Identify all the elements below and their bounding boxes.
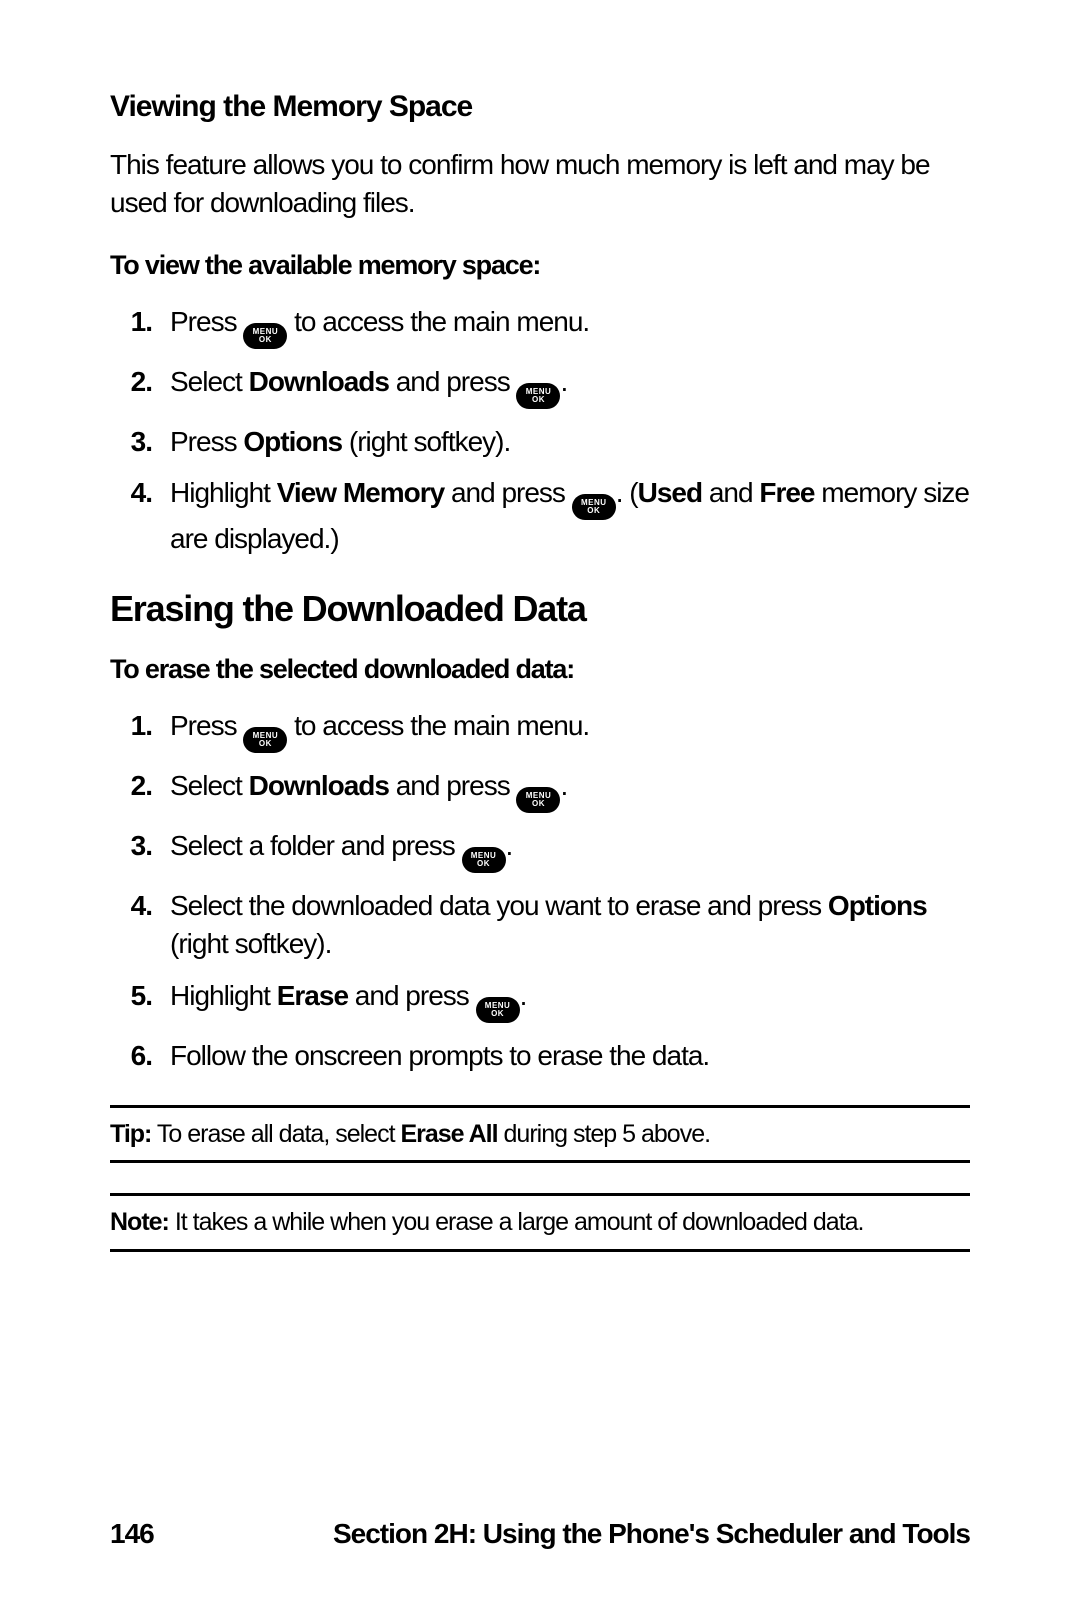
step-item: 5. Highlight Erase and press MENUOK. (110, 977, 970, 1023)
note-box: Note: It takes a while when you erase a … (110, 1193, 970, 1252)
step-text: Press MENUOK to access the main menu. (170, 303, 970, 349)
step-item: 2. Select Downloads and press MENUOK. (110, 363, 970, 409)
step-text: Press MENUOK to access the main menu. (170, 707, 970, 753)
step-text: Follow the onscreen prompts to erase the… (170, 1037, 970, 1075)
step-text: Select the downloaded data you want to e… (170, 887, 970, 963)
step-text: Select Downloads and press MENUOK. (170, 363, 970, 409)
step-number: 4. (110, 887, 170, 963)
menu-ok-icon: MENUOK (476, 997, 520, 1023)
step-text: Press Options (right softkey). (170, 423, 970, 461)
step-item: 2. Select Downloads and press MENUOK. (110, 767, 970, 813)
menu-ok-icon: MENUOK (572, 494, 616, 520)
steps-erase-data: 1. Press MENUOK to access the main menu.… (110, 707, 970, 1074)
steps-view-memory: 1. Press MENUOK to access the main menu.… (110, 303, 970, 559)
step-number: 1. (110, 303, 170, 349)
step-number: 5. (110, 977, 170, 1023)
step-number: 6. (110, 1037, 170, 1075)
section-title: Section 2H: Using the Phone's Scheduler … (333, 1518, 970, 1550)
step-number: 4. (110, 474, 170, 558)
step-item: 6. Follow the onscreen prompts to erase … (110, 1037, 970, 1075)
leadin-view-memory: To view the available memory space: (110, 250, 970, 281)
manual-page: Viewing the Memory Space This feature al… (0, 0, 1080, 1620)
tip-box: Tip: To erase all data, select Erase All… (110, 1105, 970, 1164)
step-number: 1. (110, 707, 170, 753)
step-text: Highlight Erase and press MENUOK. (170, 977, 970, 1023)
step-item: 3. Press Options (right softkey). (110, 423, 970, 461)
menu-ok-icon: MENUOK (243, 323, 287, 349)
step-number: 2. (110, 363, 170, 409)
note-label: Note: (110, 1208, 169, 1236)
step-item: 4. Select the downloaded data you want t… (110, 887, 970, 963)
leadin-erase-data: To erase the selected downloaded data: (110, 654, 970, 685)
step-number: 2. (110, 767, 170, 813)
step-item: 3. Select a folder and press MENUOK. (110, 827, 970, 873)
page-number: 146 (110, 1518, 154, 1550)
menu-ok-icon: MENUOK (243, 727, 287, 753)
step-item: 1. Press MENUOK to access the main menu. (110, 707, 970, 753)
menu-ok-icon: MENUOK (516, 787, 560, 813)
intro-paragraph: This feature allows you to confirm how m… (110, 146, 970, 222)
page-footer: 146 Section 2H: Using the Phone's Schedu… (110, 1518, 970, 1550)
step-item: 1. Press MENUOK to access the main menu. (110, 303, 970, 349)
subheading-viewing-memory: Viewing the Memory Space (110, 90, 970, 124)
menu-ok-icon: MENUOK (462, 847, 506, 873)
menu-ok-icon: MENUOK (516, 383, 560, 409)
step-item: 4. Highlight View Memory and press MENUO… (110, 474, 970, 558)
step-text: Select Downloads and press MENUOK. (170, 767, 970, 813)
step-text: Highlight View Memory and press MENUOK. … (170, 474, 970, 558)
step-text: Select a folder and press MENUOK. (170, 827, 970, 873)
heading-erasing-data: Erasing the Downloaded Data (110, 588, 970, 630)
step-number: 3. (110, 423, 170, 461)
step-number: 3. (110, 827, 170, 873)
tip-label: Tip: (110, 1120, 151, 1148)
